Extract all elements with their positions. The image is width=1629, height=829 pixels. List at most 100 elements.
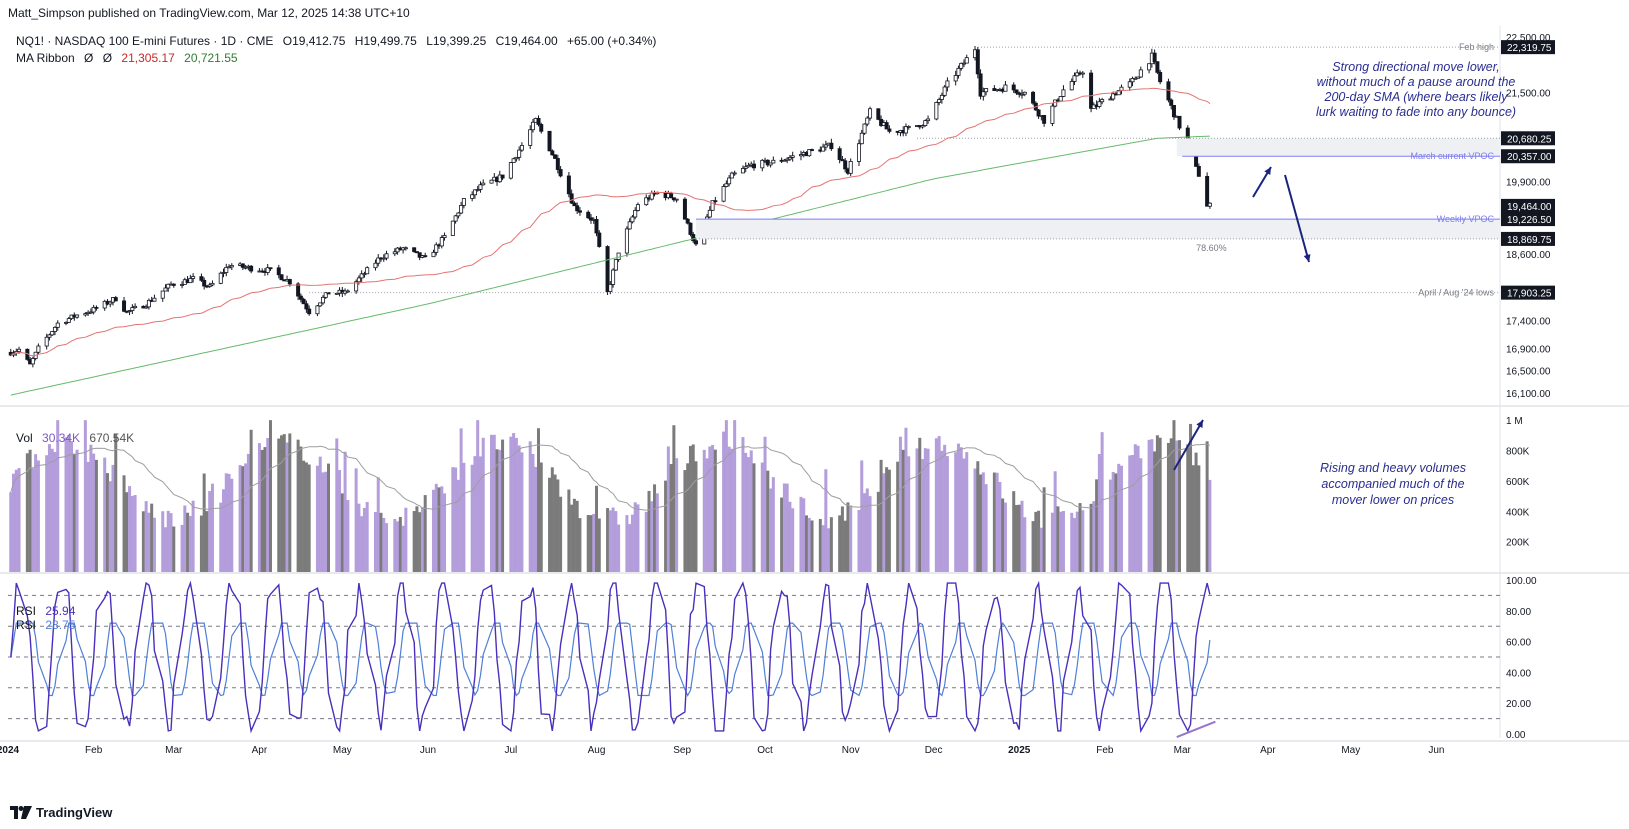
volume-bar <box>385 523 389 572</box>
volume-bar <box>86 461 90 572</box>
candle-body <box>566 175 571 195</box>
candle-body <box>478 184 483 190</box>
rsi-label-1[interactable]: RSI <box>16 604 37 618</box>
candle-body <box>945 80 950 88</box>
volume-bar <box>722 431 726 572</box>
volume-bar <box>210 483 214 572</box>
volume-bar <box>976 461 980 572</box>
volume-bar <box>260 449 264 572</box>
price-axis-level-value: 18,869.75 <box>1507 235 1552 246</box>
candle-body <box>160 290 165 299</box>
rsi-axis-tick: 40.00 <box>1506 668 1531 679</box>
candle-body <box>724 183 729 187</box>
volume-bar <box>921 459 925 572</box>
volume-bar <box>686 463 690 572</box>
candle-body <box>414 251 419 254</box>
volume-bar <box>431 489 435 572</box>
volume-bar <box>1061 510 1065 572</box>
volume-bar <box>597 518 601 572</box>
volume-bar <box>849 505 853 572</box>
time-axis-tick: Feb <box>85 745 103 756</box>
volume-bar <box>1017 504 1021 572</box>
candle-body <box>798 154 803 157</box>
volume-bar <box>50 448 54 572</box>
volume-bar <box>959 447 963 572</box>
candle-body <box>984 88 989 93</box>
annotation-arrow[interactable] <box>1173 419 1204 471</box>
candle-body <box>1147 63 1152 71</box>
candle-body <box>868 108 873 119</box>
volume-bar <box>943 444 947 572</box>
rsi-divergence-line[interactable] <box>1176 720 1216 739</box>
candle-body <box>1136 76 1141 79</box>
volume-bar <box>705 458 709 572</box>
brand-name: TradingView <box>36 805 113 820</box>
candle-body <box>840 159 845 162</box>
volume-bar <box>818 519 822 572</box>
volume-bar <box>180 524 184 572</box>
volume-bar <box>885 467 889 572</box>
candle-body <box>461 198 466 206</box>
time-axis-tick: Mar <box>1174 745 1192 756</box>
candle-body <box>713 200 718 203</box>
candle-body <box>218 272 223 284</box>
volume-bar <box>575 500 579 572</box>
march-vpoc-zone[interactable] <box>1176 138 1500 157</box>
volume-axis-tick: 400K <box>1506 507 1530 518</box>
volume-bar <box>420 507 424 572</box>
volume-bar <box>647 490 651 572</box>
volume-bar <box>1175 440 1179 572</box>
candle-body <box>1100 99 1105 103</box>
candle-body <box>434 244 439 253</box>
price-axis-level-box <box>1501 131 1555 146</box>
volume-bar <box>879 459 883 572</box>
candle-body <box>884 122 889 130</box>
rsi-value-2: 28.75 <box>45 618 76 632</box>
candle-body <box>511 158 516 163</box>
rsi-label-2[interactable]: RSI <box>16 618 37 632</box>
ma-line-50 <box>10 87 1211 357</box>
volume-bar <box>67 434 71 572</box>
symbol-title[interactable]: NQ1! · NASDAQ 100 E-mini Futures · 1D · … <box>16 34 274 48</box>
volume-bar <box>83 420 87 572</box>
rsi-legend-2: RSI 28.75 <box>16 618 75 632</box>
vpoc-zone[interactable] <box>695 219 1500 239</box>
volume-bar <box>570 504 574 572</box>
candle-body <box>569 193 574 204</box>
annotation-arrow[interactable] <box>1284 174 1310 263</box>
volume-bar <box>785 483 789 572</box>
candle-body <box>381 257 386 260</box>
volume-bar <box>459 428 463 572</box>
volume-bar <box>354 468 358 572</box>
candle-body <box>1042 115 1047 124</box>
volume-bar <box>470 464 474 572</box>
volume-bar <box>1039 527 1043 572</box>
volume-bar <box>865 488 869 572</box>
candle-body <box>517 149 522 158</box>
candle-body <box>1089 72 1094 109</box>
candle-body <box>423 255 428 258</box>
ma-ribbon-label[interactable]: MA Ribbon <box>16 51 75 65</box>
volume-bar <box>224 473 228 572</box>
volume-bar <box>1020 500 1024 572</box>
volume-bar <box>807 517 811 572</box>
candle-body <box>810 149 815 151</box>
price-axis-level-value: 17,903.25 <box>1507 289 1552 300</box>
volume-bar <box>103 457 107 572</box>
time-axis-tick: Sep <box>673 745 691 756</box>
volume-bar <box>1155 435 1159 572</box>
volume-bar <box>1075 511 1079 572</box>
volume-axis-tick: 600K <box>1506 477 1530 488</box>
volume-bar <box>567 489 571 572</box>
candle-body <box>472 189 477 196</box>
volume-bar <box>1166 442 1170 572</box>
candle-body <box>166 283 171 289</box>
volume-bar <box>589 515 593 572</box>
volume-label[interactable]: Vol <box>16 431 33 445</box>
volume-bar <box>694 461 698 572</box>
publisher-credit: Matt_Simpson published on TradingView.co… <box>8 6 410 20</box>
volume-bar <box>1153 451 1157 572</box>
tradingview-logo: TradingView <box>10 805 112 820</box>
candle-body <box>1158 71 1163 83</box>
